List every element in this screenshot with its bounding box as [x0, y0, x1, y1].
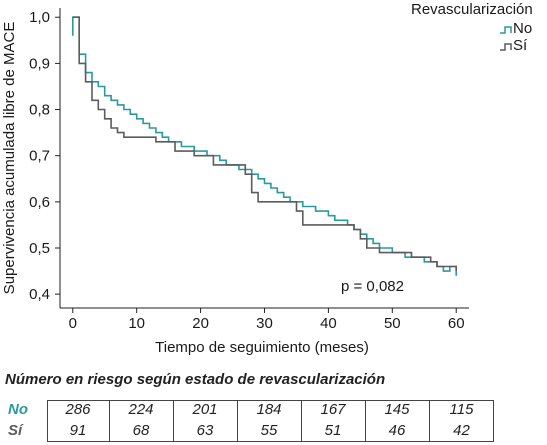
x-axis-title: Tiempo de seguimiento (meses)	[155, 339, 369, 356]
x-tick-label: 60	[448, 315, 465, 332]
y-tick-label: 0,7	[29, 148, 50, 165]
risk-table-border	[47, 400, 494, 442]
legend-swatch	[500, 43, 512, 51]
risk-row-no: No 286 224 201 184 167 145 115	[0, 400, 547, 420]
y-tick-label: 0,5	[29, 240, 50, 257]
y-tick-label: 0,6	[29, 194, 50, 211]
plot-lines	[72, 16, 457, 276]
risk-row-label: No	[8, 401, 28, 418]
y-tick-label: 0,9	[29, 55, 50, 72]
y-tick-label: 1,0	[29, 9, 50, 26]
legend-label: Sí	[513, 37, 528, 54]
series-line-no	[72, 16, 457, 276]
risk-cell: 51	[324, 422, 342, 439]
risk-table-title: Número en riesgo según estado de revascu…	[5, 371, 386, 388]
risk-table: No 286 224 201 184 167 145 115 Sí 91 68 63 55 51 46 42	[0, 400, 547, 444]
risk-cell: 42	[453, 422, 470, 439]
risk-table-divider	[429, 400, 430, 442]
x-tick-label: 50	[384, 315, 401, 332]
risk-table-divider	[173, 400, 174, 442]
risk-cell: 46	[388, 422, 406, 439]
y-tick-label: 0,8	[29, 102, 50, 119]
legend-title: Revascularización	[411, 1, 533, 18]
legend-label: No	[513, 20, 532, 37]
y-tick-label: 0,4	[29, 286, 50, 303]
x-tick-label: 30	[256, 315, 273, 332]
risk-row-si: Sí 91 68 63 55 51 46 42	[0, 421, 547, 441]
p-value-annotation: p = 0,082	[341, 278, 404, 295]
risk-row-label: Sí	[8, 422, 23, 439]
risk-cell: 63	[196, 422, 214, 439]
x-tick-label: 40	[320, 315, 337, 332]
y-axis-title: Supervivencia acumulada libre de MACE	[1, 22, 18, 295]
risk-cell: 286	[65, 401, 91, 418]
risk-table-divider	[237, 400, 238, 442]
legend-swatch	[500, 26, 512, 34]
risk-cell: 184	[256, 401, 282, 418]
risk-cell: 201	[192, 401, 218, 418]
x-tick-label: 0	[69, 315, 77, 332]
risk-cell: 145	[384, 401, 410, 418]
risk-cell: 115	[449, 401, 474, 418]
risk-table-divider	[365, 400, 366, 442]
risk-table-divider	[109, 400, 110, 442]
x-tick-label: 20	[192, 315, 209, 332]
x-tick-label: 10	[128, 315, 145, 332]
risk-cell: 91	[69, 422, 87, 439]
risk-table-divider	[301, 400, 302, 442]
risk-cell: 55	[260, 422, 278, 439]
risk-cell: 224	[128, 401, 154, 418]
risk-cell: 68	[132, 422, 150, 439]
axes: 0,4 0,5 0,6 0,7 0,8 0,9 1,0 0 10 20 30 40 50 60	[29, 8, 469, 332]
risk-cell: 167	[320, 401, 346, 418]
series-line-si	[72, 16, 457, 272]
km-chart: 0,4 0,5 0,6 0,7 0,8 0,9 1,0 0 10 20 30 40 50 60 Super…	[1, 1, 533, 356]
